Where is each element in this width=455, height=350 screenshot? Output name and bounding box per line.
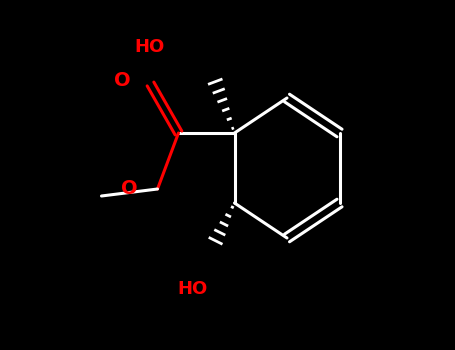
Text: O: O — [114, 71, 131, 90]
Text: O: O — [121, 180, 138, 198]
Text: HO: HO — [134, 38, 165, 56]
Text: HO: HO — [177, 280, 207, 298]
